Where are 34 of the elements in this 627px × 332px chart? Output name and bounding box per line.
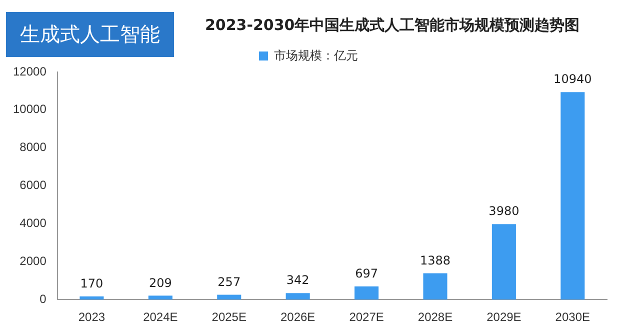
x-tick-label: 2029E (486, 310, 522, 324)
data-label: 257 (218, 274, 241, 289)
chart-title: 2023-2030年中国生成式人工智能市场规模预测趋势图 (205, 16, 580, 35)
bar (80, 296, 104, 300)
x-tick-label: 2024E (143, 310, 178, 324)
data-label: 3980 (488, 204, 520, 218)
data-label: 342 (286, 273, 310, 288)
y-tick-label: 8000 (20, 140, 47, 154)
y-tick-label: 0 (40, 292, 47, 306)
bar (560, 92, 585, 300)
bar (148, 296, 172, 300)
legend-label: 市场规模：亿元 (274, 48, 358, 62)
text: 生成式人工智能 (6, 12, 174, 57)
x-tick-label: 2026E (280, 310, 316, 324)
x-tick-label: 2028E (418, 310, 453, 324)
y-tick-label: 4000 (20, 216, 47, 230)
bar (492, 224, 516, 300)
data-label: 1388 (420, 253, 451, 268)
data-label: 170 (80, 276, 104, 290)
x-tick-label: 2030E (555, 310, 590, 324)
bar (217, 294, 242, 300)
y-tick-label: 12000 (12, 64, 47, 78)
x-tick-label: 2025E (212, 310, 246, 324)
data-label: 209 (148, 276, 172, 290)
y-tick-label: 2000 (20, 254, 47, 268)
bar (354, 286, 379, 300)
bar (286, 293, 310, 300)
bar (423, 273, 448, 300)
x-tick-label: 2027E (349, 310, 384, 324)
data-label: 697 (355, 266, 378, 281)
y-tick-label: 10000 (12, 102, 47, 116)
x-tick-label: 2023 (78, 310, 106, 324)
data-label: 10940 (554, 72, 592, 86)
y-tick-label: 6000 (20, 178, 47, 192)
